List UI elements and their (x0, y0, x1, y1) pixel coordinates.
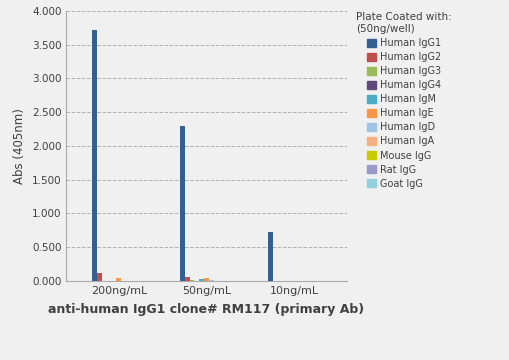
Bar (209, 280, 213, 281)
Bar (199, 279, 204, 281)
Y-axis label: Abs (405nm): Abs (405nm) (13, 108, 26, 184)
Bar (189, 280, 194, 281)
Legend: Human IgG1, Human IgG2, Human IgG3, Human IgG4, Human IgM, Human IgE, Human IgD,: Human IgG1, Human IgG2, Human IgG3, Huma… (354, 10, 453, 191)
Bar (204, 278, 209, 281)
Bar (92, 30, 97, 281)
Bar (97, 273, 102, 281)
X-axis label: anti-human IgG1 clone# RM117 (primary Ab): anti-human IgG1 clone# RM117 (primary Ab… (48, 303, 364, 316)
Bar (180, 126, 184, 281)
Bar (184, 278, 189, 281)
Bar (116, 278, 121, 281)
Bar (267, 231, 272, 281)
